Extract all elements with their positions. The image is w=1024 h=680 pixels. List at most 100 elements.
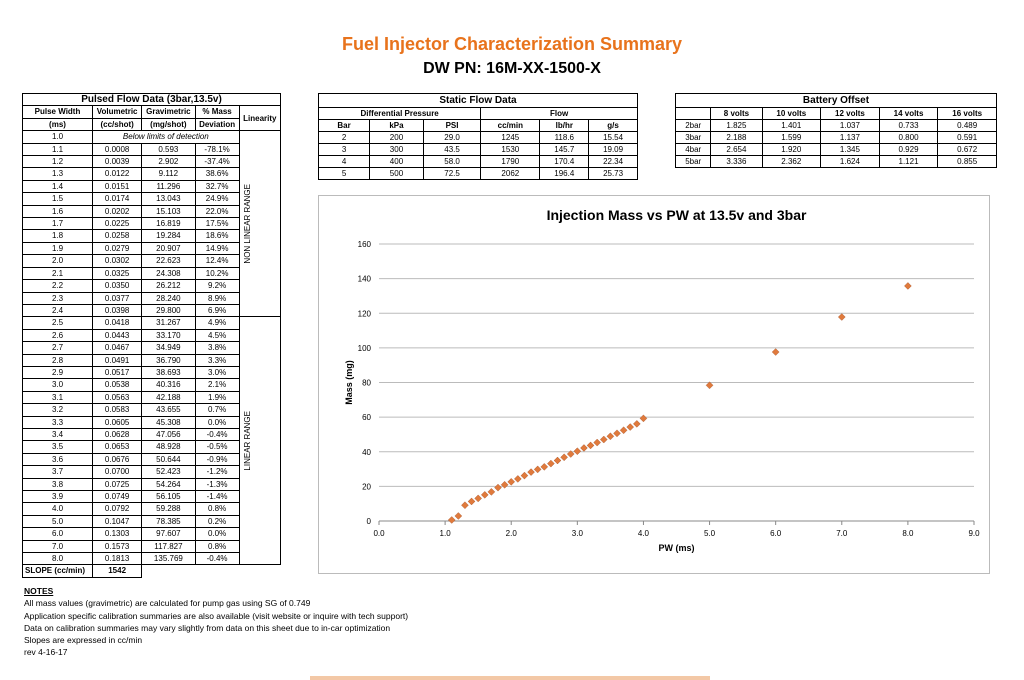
volumetric-cell: 0.0491 (91, 353, 143, 367)
table-row: 2.7 0.0467 34.949 3.8% (22, 341, 281, 355)
data-point (480, 491, 489, 499)
static-cell: 72.5 (422, 167, 482, 180)
volumetric-cell: 0.0279 (91, 241, 143, 256)
unit-ms: (ms) (22, 117, 93, 132)
gravimetric-cell: 0.593 (141, 142, 196, 157)
x-tick-label: 5.0 (704, 529, 716, 538)
y-tick-label: 0 (367, 517, 372, 526)
y-tick-label: 160 (358, 240, 372, 249)
battery-cell: 2.654 (710, 143, 763, 156)
battery-cell: 2.362 (761, 155, 822, 168)
pulse-width-cell: 3.6 (22, 452, 93, 467)
battery-cell: 3.336 (710, 155, 763, 168)
table-row: 2bar 1.825 1.401 1.037 0.733 0.489 (674, 119, 997, 132)
y-tick-label: 60 (362, 413, 371, 422)
pulse-width-cell: 3.9 (22, 489, 93, 504)
volumetric-cell: 0.0418 (91, 316, 143, 330)
gravimetric-cell: 36.790 (141, 353, 196, 367)
volumetric-cell: 0.0538 (91, 378, 143, 392)
table-row: 4 400 58.0 1790 170.4 22.34 (317, 155, 638, 168)
data-point (494, 483, 502, 492)
gravimetric-cell: 19.284 (141, 229, 196, 243)
data-point (619, 426, 628, 435)
data-point (593, 438, 601, 447)
deviation-cell: 14.9% (194, 241, 240, 256)
static-cell: 196.4 (539, 167, 590, 180)
header-linearity: Linearity (238, 105, 282, 132)
header-gravimetric: Gravimetric (141, 105, 196, 119)
gravimetric-cell: 47.056 (141, 427, 196, 442)
note-line: All mass values (gravimetric) are calcul… (24, 598, 311, 609)
battery-cell: 4bar (674, 143, 712, 156)
gravimetric-cell: 15.103 (141, 204, 196, 219)
static-cell: 15.54 (588, 131, 638, 144)
gravimetric-cell: 22.623 (141, 254, 196, 268)
pulse-width-cell: 6.0 (22, 527, 93, 541)
deviation-cell: 0.0% (194, 415, 240, 429)
battery-cell: 2bar (674, 119, 712, 132)
static-cell: 145.7 (539, 143, 590, 156)
pulse-width-cell: 3.3 (22, 415, 93, 429)
unit-cc-shot: (cc/shot) (91, 117, 143, 132)
data-point (566, 450, 575, 458)
volumetric-cell: 0.0700 (91, 465, 143, 479)
static-flow-table: Static Flow Data Differential Pressure F… (317, 93, 638, 180)
deviation-cell: 3.0% (194, 365, 240, 380)
static-header-cell: g/s (588, 119, 638, 132)
volumetric-cell: 0.1573 (91, 539, 143, 554)
battery-header-cell: 12 volts (820, 107, 880, 120)
group-diff-pressure: Differential Pressure (317, 107, 482, 120)
chart-title: Injection Mass vs PW at 13.5v and 3bar (547, 207, 807, 223)
pulse-width-cell: 2.8 (22, 353, 93, 367)
gravimetric-cell: 38.693 (141, 365, 196, 380)
x-tick-label: 2.0 (506, 529, 518, 538)
table-row: 3.7 0.0700 52.423 -1.2% (22, 465, 281, 479)
table-row: 3.1 0.0563 42.188 1.9% (22, 390, 281, 405)
data-point (586, 441, 595, 450)
data-point (599, 435, 608, 444)
pulse-width-cell: 7.0 (22, 539, 93, 554)
battery-cell: 1.599 (761, 131, 822, 144)
pulse-width-cell: 3.5 (22, 440, 93, 454)
table-row: 5.0 0.1047 78.385 0.2% (22, 514, 281, 529)
note-line: Slopes are expressed in cc/min (24, 635, 143, 646)
static-cell: 1790 (480, 155, 541, 168)
gravimetric-cell: 29.800 (141, 303, 196, 318)
slope-value: 1542 (91, 564, 143, 578)
volumetric-cell: 0.0151 (91, 179, 143, 194)
gravimetric-cell: 33.170 (141, 328, 196, 343)
table-row: 1.3 0.0122 9.112 38.6% (22, 167, 281, 181)
table-row: 8.0 0.1813 135.769 -0.4% (22, 552, 281, 566)
deviation-cell: -1.3% (194, 477, 240, 492)
data-point (487, 488, 496, 496)
volumetric-cell: 0.0676 (91, 452, 143, 467)
battery-offset-table: Battery Offset 8 volts 10 volts 12 volts 14… (674, 93, 997, 168)
static-cell: 200 (369, 131, 424, 144)
x-tick-label: 1.0 (440, 529, 452, 538)
battery-cell: 1.137 (820, 131, 880, 144)
gravimetric-cell: 11.296 (141, 179, 196, 194)
pulse-width-cell: 2.9 (22, 365, 93, 380)
x-tick-label: 8.0 (902, 529, 914, 538)
gravimetric-cell: 26.212 (141, 279, 196, 293)
table-row: 2.3 0.0377 28.240 8.9% (22, 291, 281, 305)
data-point (454, 512, 463, 520)
deviation-cell: -78.1% (194, 142, 240, 157)
deviation-cell: -0.4% (194, 427, 240, 442)
deviation-cell: 38.6% (194, 167, 240, 181)
table-row: 3.4 0.0628 47.056 -0.4% (22, 427, 281, 442)
pulsed-flow-table: Pulsed Flow Data (3bar,13.5v) Pulse Widt… (22, 92, 282, 578)
table-row: 3bar 2.188 1.599 1.137 0.800 0.591 (674, 131, 997, 144)
battery-cell: 0.733 (878, 119, 939, 132)
data-point (447, 516, 456, 524)
deviation-cell: 12.4% (194, 254, 240, 268)
static-header-cell: kPa (369, 119, 424, 132)
table-row: 2.2 0.0350 26.212 9.2% (22, 279, 281, 293)
table-row: 1.6 0.0202 15.103 22.0% (22, 204, 281, 219)
volumetric-cell: 0.0398 (91, 303, 143, 318)
deviation-cell: 32.7% (194, 179, 240, 194)
volumetric-cell: 0.0792 (91, 502, 143, 516)
battery-cell: 1.345 (820, 143, 880, 156)
table-row: 1.4 0.0151 11.296 32.7% (22, 179, 281, 194)
data-point (613, 429, 621, 438)
